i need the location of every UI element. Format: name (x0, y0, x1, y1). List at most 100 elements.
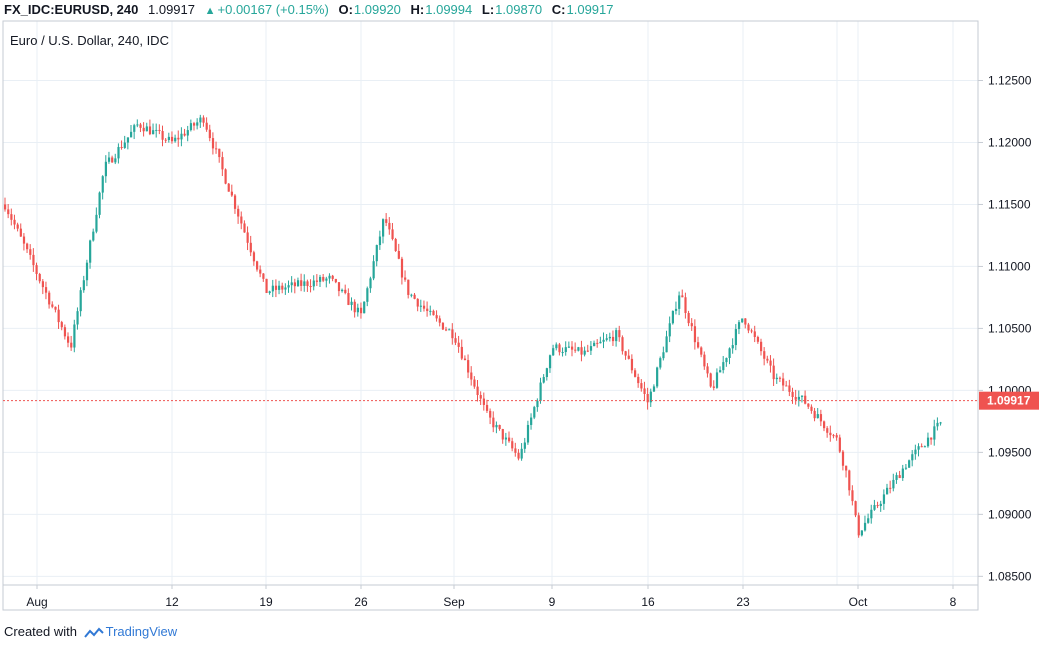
candle-body (287, 285, 290, 288)
candle (177, 130, 180, 147)
candle-body (615, 330, 618, 342)
candle-body (325, 278, 328, 281)
time-tick-label: 12 (165, 595, 179, 609)
candle (923, 445, 926, 448)
candle-body (508, 437, 511, 442)
candle-body (265, 278, 268, 293)
candle (309, 279, 312, 293)
candle-body (148, 126, 152, 135)
candle (649, 388, 652, 407)
candle-body (536, 400, 539, 408)
candle-body (293, 282, 296, 287)
candle-body (278, 285, 281, 290)
candle-body (145, 126, 148, 132)
last-price-tag-label: 1.09917 (987, 394, 1031, 408)
candle (719, 366, 722, 373)
candle-body (482, 398, 485, 405)
candle (728, 347, 731, 365)
change-value: +0.00167 (+0.15%) (217, 2, 329, 17)
candle-body (416, 298, 419, 307)
candle-body (630, 358, 634, 371)
candle-body (63, 327, 67, 337)
high-value: 1.09994 (425, 2, 473, 17)
candle (526, 420, 530, 445)
candle (38, 272, 41, 284)
candle-body (593, 342, 596, 347)
candle (634, 368, 637, 378)
candle-body (221, 157, 224, 170)
tradingview-link[interactable]: TradingView (105, 624, 178, 639)
candle-body (227, 183, 230, 192)
candle-body (161, 131, 164, 140)
price-chart[interactable]: 1.125001.120001.115001.110001.105001.100… (0, 20, 1045, 614)
candle (637, 373, 640, 388)
candle (775, 373, 778, 384)
candle (290, 276, 293, 293)
candle (287, 280, 290, 293)
candle-body (895, 475, 898, 480)
candle (621, 335, 624, 355)
candle-body (709, 373, 712, 387)
candle (454, 332, 457, 346)
candle (889, 480, 892, 494)
candle-body (898, 475, 901, 479)
candle-body (422, 305, 426, 309)
candle (734, 324, 737, 351)
candle (350, 297, 353, 311)
candle (256, 260, 259, 272)
candle (331, 274, 334, 282)
candle-body (104, 161, 107, 177)
candle (164, 137, 167, 143)
candle (536, 398, 539, 412)
candle-body (933, 426, 936, 440)
candle (394, 237, 397, 252)
candle (530, 413, 533, 430)
candle-body (605, 338, 608, 340)
candle-body (646, 394, 649, 403)
candle (504, 432, 508, 446)
candle (602, 332, 605, 349)
candle (29, 244, 32, 260)
tradingview-logo-icon (83, 627, 104, 638)
candle (778, 376, 782, 383)
candle-body (76, 311, 79, 325)
candle-body (879, 503, 882, 507)
candle (826, 426, 829, 438)
candle (183, 128, 186, 137)
candle (933, 419, 936, 446)
candle-body (230, 191, 233, 196)
candle (693, 319, 697, 350)
candle (671, 310, 674, 325)
candle (643, 381, 646, 402)
candle (265, 278, 268, 294)
candle-body (920, 446, 923, 448)
candle (917, 443, 920, 457)
candle-body (586, 350, 589, 352)
candle (782, 372, 785, 392)
candle (627, 349, 630, 360)
candle (79, 287, 82, 317)
candle-body (867, 518, 870, 523)
candle (353, 299, 356, 318)
price-tick-label: 1.12500 (988, 73, 1032, 87)
candle (145, 122, 148, 132)
price-axis[interactable]: 1.125001.120001.115001.110001.105001.100… (978, 73, 1032, 583)
candle (608, 332, 611, 342)
last-price-tag (979, 391, 1039, 410)
candle (404, 270, 407, 282)
candle-body (457, 342, 460, 347)
candle-body (908, 460, 911, 468)
candle-body (218, 148, 221, 158)
candle (605, 334, 608, 342)
candle (136, 119, 139, 128)
candle (611, 330, 615, 346)
candle-body (489, 410, 492, 418)
chart-grid (3, 21, 978, 585)
candle-body (331, 275, 334, 279)
candle-body (863, 522, 867, 531)
candle-body (366, 288, 369, 302)
candle-body (492, 417, 495, 428)
candle-body (627, 355, 630, 359)
time-axis[interactable]: Aug 12 19 26 Sep 9 16 23 Oct 8 (26, 585, 957, 609)
candle (161, 125, 164, 147)
